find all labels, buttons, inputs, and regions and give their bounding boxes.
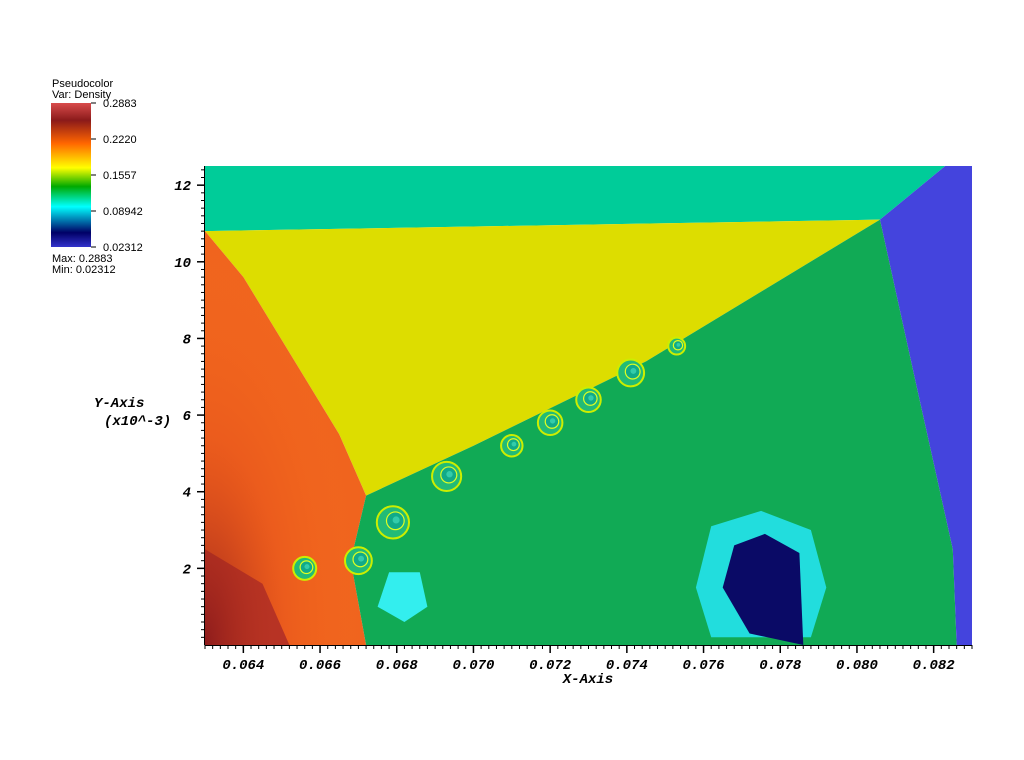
x-tick-label: 0.066 [299,658,342,674]
density-field [205,166,972,645]
region-unshocked-blue [880,166,972,645]
red-shading [205,231,367,645]
vortex [667,336,687,356]
x-tick-label: 0.068 [376,658,419,674]
region-cyan-eddy [377,572,428,622]
vortex [616,358,646,388]
vortex [575,386,602,414]
region-low-density-core [722,533,804,645]
vortex [536,409,564,437]
x-tick-label: 0.082 [913,658,956,674]
y-axis-scale: (x10^-3) [104,414,171,430]
x-axis-title: X-Axis [562,672,613,688]
y-tick-label: 4 [183,486,191,502]
region-ambient-upper [205,166,946,232]
y-tick-label: 2 [183,562,192,578]
y-tick-label: 10 [174,256,191,272]
axes: 0.064 0.066 0.068 0.070 0.072 0.074 0.076 0.078… [94,166,973,688]
x-tick-label: 0.076 [683,658,726,674]
legend-variable: Var: Density [52,89,112,101]
x-tick-label: 0.080 [836,658,878,674]
y-axis-title: Y-Axis [94,396,144,412]
legend-tick-label: 0.08942 [103,206,143,218]
legend-tick-label: 0.2220 [103,134,137,146]
legend-max: Max: 0.2883 [52,253,113,265]
colorbar [51,103,91,247]
vortex [292,555,318,581]
x-tick-label: 0.072 [529,658,572,674]
legend-title: Pseudocolor [52,78,113,90]
y-tick-label: 12 [174,179,191,195]
y-tick-label: 6 [183,409,192,425]
legend-tick-label: 0.1557 [103,170,137,182]
region-shocked-high [205,219,880,496]
vortex [343,546,373,576]
color-legend: Pseudocolor Var: Density 0.2883 0.2220 0.1… [51,78,143,276]
vortex [500,434,524,458]
y-tick-label: 8 [183,332,192,348]
legend-tick-label: 0.02312 [103,242,143,254]
x-tick-label: 0.078 [759,658,802,674]
legend-min: Min: 0.02312 [52,264,116,276]
x-tick-label: 0.064 [222,658,264,674]
legend-tick-label: 0.2883 [103,98,137,110]
x-tick-label: 0.070 [452,658,494,674]
vortex [375,505,411,540]
x-tick-label: 0.074 [606,658,648,674]
vortex [431,460,463,492]
legend-ticks: 0.2883 0.2220 0.1557 0.08942 0.02312 [91,98,143,254]
